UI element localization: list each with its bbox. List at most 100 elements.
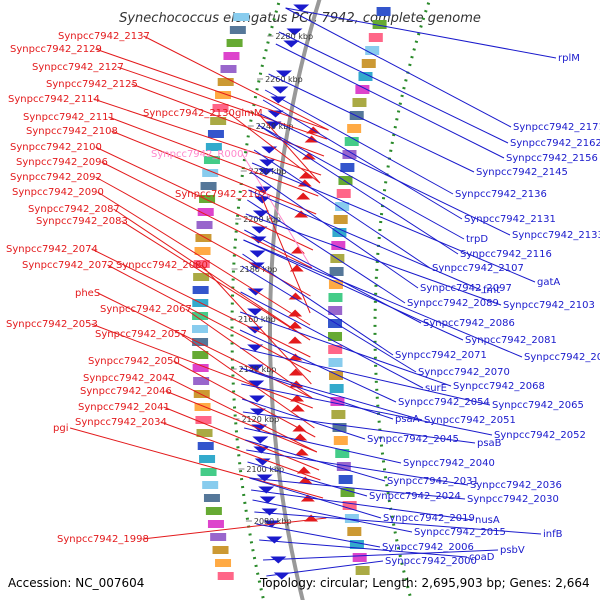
reverse-label-connector [285, 7, 512, 128]
cds-block-inner [329, 384, 344, 393]
cds-block-outer [192, 312, 209, 320]
forward-gene-label: glmM [235, 108, 263, 119]
reverse-label-connector [268, 73, 475, 173]
forward-gene-arrow [301, 152, 316, 160]
reverse-gene-label: trpD [466, 234, 488, 245]
reverse-gene-arrow [283, 40, 300, 48]
reverse-gene-arrow [261, 508, 278, 516]
reverse-gene-label: Synpcc7942_2081 [465, 335, 557, 346]
scale-tick-label: 2160 kbp [238, 315, 276, 324]
reverse-gene-label: coaD [469, 552, 495, 563]
reverse-label-connector [263, 549, 499, 561]
forward-label-connector [101, 161, 312, 269]
reverse-gene-label: Synpcc7942_2103 [503, 300, 595, 311]
forward-label-connector [111, 130, 317, 215]
forward-gene-arrow [288, 321, 303, 329]
forward-label-connector [168, 377, 318, 453]
cds-block-inner [358, 72, 373, 81]
cds-block-outer [192, 351, 209, 359]
cds-block-outer [212, 104, 229, 112]
reverse-label-connector [246, 449, 469, 486]
forward-gene-label: Synpcc7942_2100 [10, 142, 102, 153]
forward-gene-label: Synpcc7942_2057 [95, 329, 187, 340]
forward-label-connector [160, 421, 321, 481]
reverse-gene-arrow [275, 70, 292, 78]
cds-block-inner [328, 319, 343, 328]
reverse-gene-label: Synpcc7942_2068 [453, 381, 545, 392]
cds-block-inner [332, 228, 347, 237]
reverse-label-connector [260, 113, 511, 236]
cds-block-outer [203, 494, 220, 502]
reverse-label-connector [244, 427, 402, 464]
forward-label-connector [93, 98, 322, 176]
forward-gene-label: Synpcc7942_2046 [80, 386, 172, 397]
reverse-label-connector [249, 477, 382, 519]
cds-block-inner [328, 332, 343, 341]
reverse-label-connector [266, 560, 384, 577]
forward-gene-arrow [288, 309, 303, 317]
cds-block-inner [340, 163, 355, 172]
forward-gene-label: Synpcc7942_2083 [36, 216, 128, 227]
forward-label-connector [91, 248, 311, 358]
reverse-gene-arrow [272, 86, 289, 94]
cds-block-inner [328, 345, 343, 354]
reverse-gene-arrow [251, 226, 268, 234]
reverse-gene-arrow [247, 344, 264, 352]
cds-block-inner [331, 241, 346, 250]
cds-block-inner [332, 423, 347, 432]
forward-label-connector [257, 112, 321, 184]
forward-gene-arrow [290, 394, 305, 402]
reverse-label-connector [241, 265, 417, 373]
cds-block-inner [355, 85, 370, 94]
forward-label-connector [173, 360, 316, 438]
reverse-gene-label: Synpcc7942_2089 [407, 298, 499, 309]
scale-tick-label: 2260 kbp [265, 75, 303, 84]
forward-gene-label: Synpcc7942_R0007 [151, 149, 250, 160]
forward-label-connector [117, 66, 328, 140]
forward-label-connector [228, 112, 321, 184]
reverse-label-connector [248, 189, 482, 291]
reverse-gene-label: Synpcc7942_2019 [383, 513, 475, 524]
cds-block-inner [361, 59, 376, 68]
reverse-gene-label: Synpcc7942_2156 [506, 153, 598, 164]
cds-block-outer [192, 286, 209, 294]
cds-block-outer [233, 13, 250, 21]
forward-gene-arrow [294, 210, 309, 218]
cds-block-inner [352, 553, 367, 562]
forward-gene-arrow [288, 292, 303, 300]
reverse-label-connector [240, 367, 394, 420]
reverse-label-connector [243, 239, 523, 358]
forward-gene-label: Synpcc7942_2108 [26, 126, 118, 137]
reverse-gene-label: Synpcc7942_2015 [414, 527, 506, 538]
forward-gene-label: Synpcc7942_2074 [6, 244, 98, 255]
reverse-label-connector [250, 171, 419, 289]
reverse-label-connector [251, 489, 474, 521]
reverse-gene-label: Synpcc7942_2045 [367, 434, 459, 445]
reverse-gene-label: Synpcc7942_2054 [398, 397, 490, 408]
cds-block-outer [207, 520, 224, 528]
cds-block-inner [342, 501, 357, 510]
forward-gene-label: pgi [53, 423, 68, 434]
reverse-label-connector [254, 511, 542, 535]
forward-label-connector [69, 427, 324, 499]
forward-gene-label: Synpcc7942_2090 [12, 187, 104, 198]
cds-block-outer [195, 416, 212, 424]
reverse-gene-arrow [249, 408, 266, 416]
reverse-label-connector [264, 89, 454, 195]
forward-gene-label: Synpcc7942_2129 [10, 44, 102, 55]
reverse-gene-label: Synpcc7942_2036 [470, 480, 562, 491]
reverse-gene-label: Synpcc7942_2000 [385, 556, 477, 567]
cds-block-outer [217, 78, 234, 86]
cds-block-outer [200, 468, 217, 476]
cds-block-inner [336, 189, 351, 198]
reverse-gene-arrow [248, 380, 265, 388]
reverse-label-connector [285, 7, 557, 59]
reverse-label-connector [251, 162, 536, 283]
cds-block-outer [197, 208, 214, 216]
cds-block-outer [200, 182, 217, 190]
forward-gene-arrow [288, 368, 303, 376]
forward-label-connector [108, 116, 319, 197]
reverse-label-connector [245, 213, 502, 306]
accession-text: Accession: NC_007604 [8, 576, 144, 590]
reverse-gene-label: Synpcc7942_2107 [432, 263, 524, 274]
